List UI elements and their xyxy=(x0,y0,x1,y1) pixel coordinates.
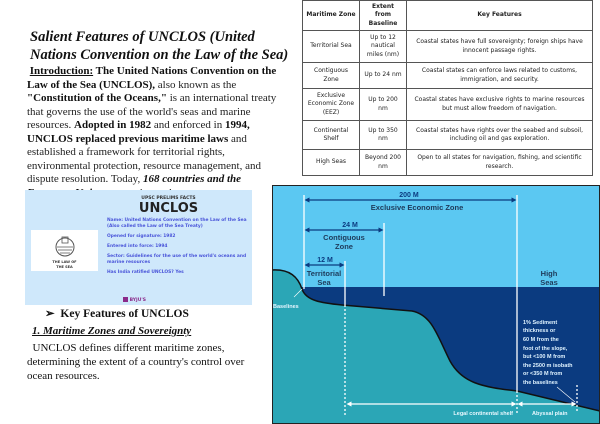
seabed xyxy=(272,269,600,424)
intro-text: The United Nations Convention on the Law… xyxy=(27,65,277,91)
intro-text: "Constitution of the Oceans," xyxy=(27,92,167,104)
abyssal-label: Abyssal plain xyxy=(532,411,568,417)
table-cell: Continental Shelf xyxy=(302,120,360,150)
info-force: Entered into force: 1994 xyxy=(107,244,168,249)
header-cell: Extent from Baseline xyxy=(359,0,407,31)
table-cell: Up to 350 nm xyxy=(359,120,407,150)
info-name: Name: United Nations Convention on the L… xyxy=(107,218,247,223)
sediment-pointer xyxy=(556,386,576,403)
table-cell: Exclusive Economic Zone (EEZ) xyxy=(302,88,360,121)
intro-text: and enforced in xyxy=(151,119,225,131)
table-cell: Coastal states have exclusive rights to … xyxy=(406,88,593,121)
table-row: High Seas Beyond 200 nm Open to all states… xyxy=(302,149,593,176)
table-cell: Coastal states can enforce laws related … xyxy=(406,62,593,89)
table-row: Continental Shelf Up to 350 nm Coastal sta… xyxy=(302,120,593,150)
contiguous-label: Zone xyxy=(335,242,353,251)
key-features-heading: ➢ Key Features of UNCLOS xyxy=(45,307,189,321)
byjus-logo-icon xyxy=(123,297,128,302)
intro-text: Adopted in 1982 xyxy=(74,119,152,131)
high-seas-label: Seas xyxy=(540,278,558,287)
intro-text: is an international treaty that governs … xyxy=(27,92,277,131)
intro-text: also known as the xyxy=(155,78,237,91)
table-cell: Up to 24 nm xyxy=(359,62,407,89)
table-cell: Coastal states have full sovereignty; fo… xyxy=(406,30,593,63)
info-sector: Sector: Guidelines for the use of the wo… xyxy=(107,254,247,265)
eez-distance: 200 M xyxy=(399,192,419,199)
sediment-note: thickness or xyxy=(523,328,556,334)
intro-label: Introduction: xyxy=(29,65,94,77)
table-cell: High Seas xyxy=(302,149,360,176)
page-title: Salient Features of UNCLOS (United Natio… xyxy=(30,29,289,63)
arrow-bullet-icon: ➢ xyxy=(45,308,55,320)
table-cell: Contiguous Zone xyxy=(302,62,360,89)
shelf-label: Legal continental shelf xyxy=(453,411,513,417)
table-row: Exclusive Economic Zone (EEZ) Up to 200 n… xyxy=(302,88,593,121)
table-cell: Up to 12 nautical miles (nm) xyxy=(359,30,407,63)
header-cell: Maritime Zone xyxy=(302,0,360,31)
byjus-brand: BYJU'S xyxy=(123,297,146,304)
sediment-note: 1% Sediment xyxy=(523,320,557,326)
infographic-kicker: UPSC PRELIMS FACTS xyxy=(141,196,196,201)
sediment-note: or <350 M from xyxy=(523,371,562,377)
key-features-text: Key Features of UNCLOS xyxy=(60,308,189,320)
sediment-note: foot of the slope, xyxy=(523,346,568,352)
brand-text: BYJU'S xyxy=(129,298,146,303)
header-cell: Key Features xyxy=(406,0,593,31)
sediment-note: 60 M from the xyxy=(523,337,559,343)
sediment-note: the 2500 m isobath xyxy=(523,363,573,369)
intro-text: and established a framework for territor… xyxy=(27,132,261,186)
table-cell: Coastal states have rights over the seab… xyxy=(406,120,593,150)
info-india: Has India ratified UNCLOS? Yes xyxy=(107,270,184,275)
territorial-label: Territorial xyxy=(307,269,341,278)
contiguous-label: Contiguous xyxy=(323,233,365,242)
high-seas-label: High xyxy=(541,269,558,278)
table-row: Territorial Sea Up to 12 nautical miles (… xyxy=(302,30,593,63)
info-signature: Opened for signature: 1982 xyxy=(107,234,176,239)
section-text: UNCLOS defines different maritime zones,… xyxy=(27,342,245,382)
intro-text: 1994, UNCLOS replaced previous maritime … xyxy=(27,119,250,145)
intro-paragraph: Introduction: The United Nations Convent… xyxy=(27,65,277,200)
table-cell: Open to all states for navigation, fishi… xyxy=(406,149,593,176)
law-of-the-sea-logo: THE LAW OF THE SEA xyxy=(31,230,98,271)
sediment-note: but <100 M from xyxy=(523,354,565,360)
sediment-note: the baselines xyxy=(523,380,558,386)
table-cell: Up to 200 nm xyxy=(359,88,407,121)
maritime-zones-table: Maritime Zone Extent from Baseline Key F… xyxy=(302,0,593,176)
table-cell: Beyond 200 nm xyxy=(359,149,407,176)
section-heading: 1. Maritime Zones and Sovereignty xyxy=(32,325,192,337)
infographic-heading: UNCLOS xyxy=(138,201,199,216)
table-header-row: Maritime Zone Extent from Baseline Key F… xyxy=(302,0,593,31)
baselines-pointer xyxy=(293,288,303,298)
section-paragraph: UNCLOS defines different maritime zones,… xyxy=(27,341,270,383)
territorial-label: Sea xyxy=(317,278,331,287)
territorial-distance: 12 M xyxy=(317,257,333,264)
emblem-icon xyxy=(55,236,74,257)
baselines-label: Baselines xyxy=(273,304,299,310)
table-row: Contiguous Zone Up to 24 nm Coastal states… xyxy=(302,62,593,89)
unclos-infographic: UPSC PRELIMS FACTS UNCLOS THE LAW OF THE… xyxy=(25,190,252,305)
maritime-zones-diagram: 200 M Exclusive Economic Zone 24 M Conti… xyxy=(272,185,600,424)
logo-text: THE LAW OF THE SEA xyxy=(52,260,77,269)
contiguous-distance: 24 M xyxy=(342,222,358,229)
info-aka: (Also called the Law of the Sea Treaty) xyxy=(107,224,203,229)
table-cell: Territorial Sea xyxy=(302,30,360,63)
eez-label: Exclusive Economic Zone xyxy=(371,203,464,212)
